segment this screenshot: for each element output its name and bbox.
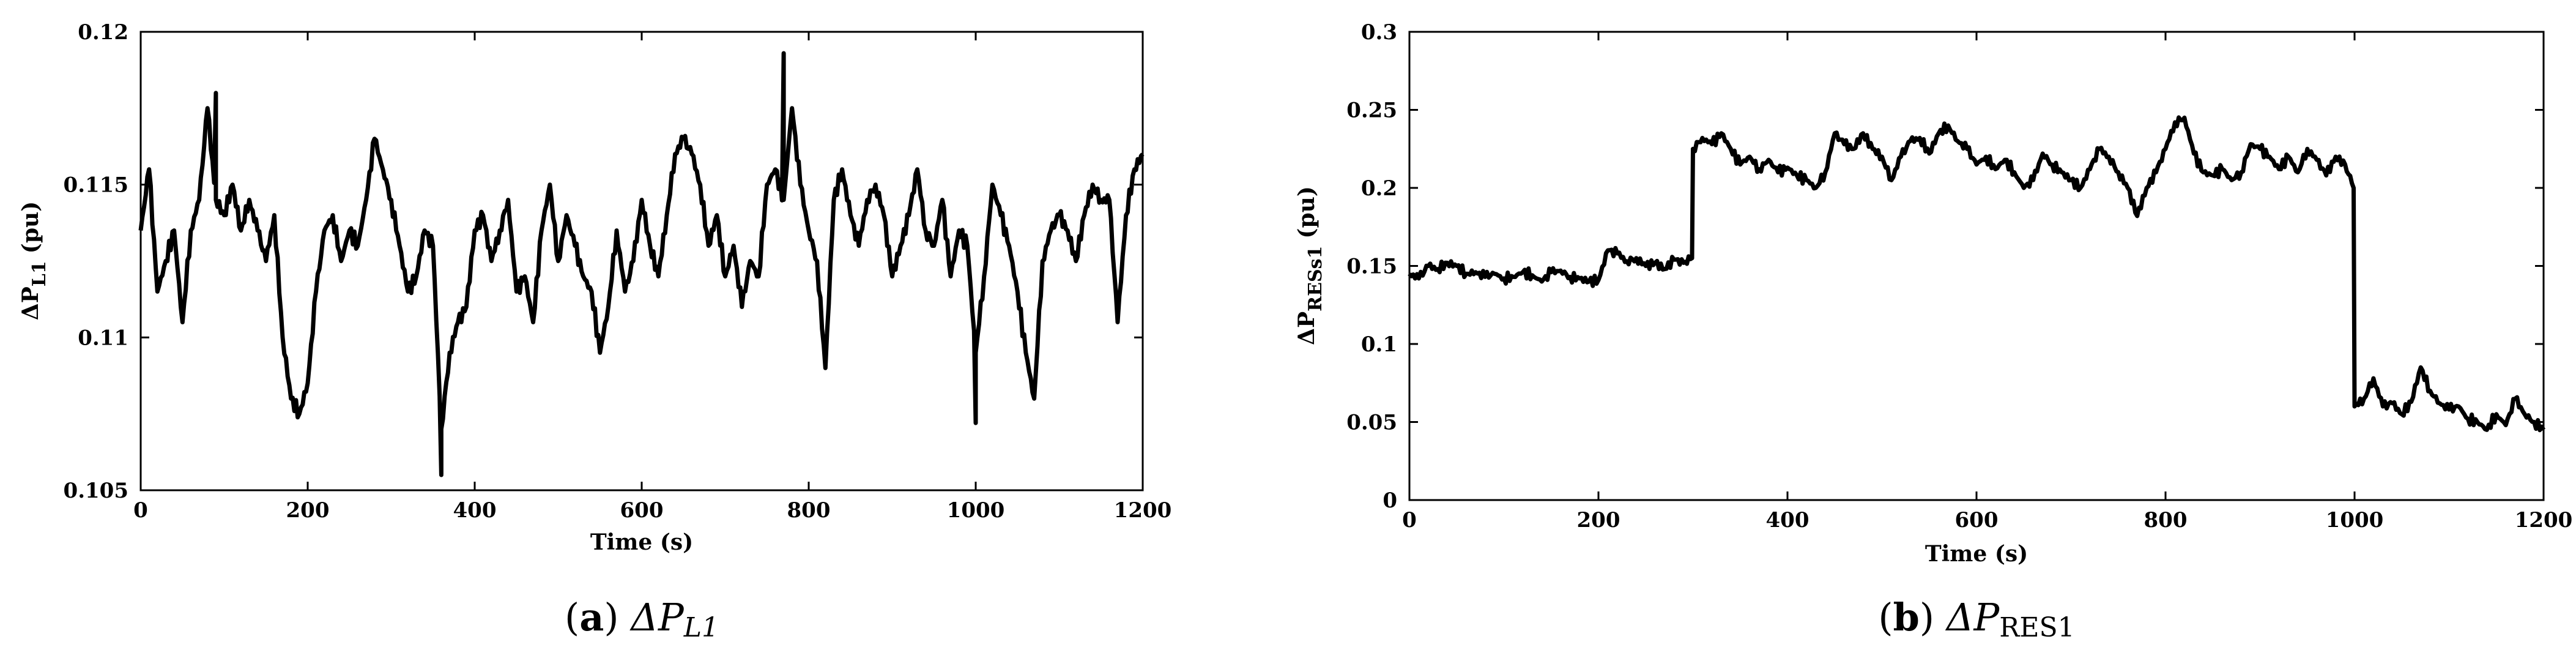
y-axis-label-b: ΔPRESs1(pu) bbox=[1294, 186, 1326, 345]
x-tick-label: 1200 bbox=[1114, 498, 1172, 523]
y-ticks-b: 0 0.05 0.1 0.15 0.2 0.25 0.3 bbox=[1346, 20, 2544, 513]
y-tick-label: 0.25 bbox=[1346, 99, 1397, 123]
x-axis-label-a: Time (s) bbox=[590, 529, 693, 555]
plot-frame-a bbox=[139, 31, 1144, 491]
y-tick-label: 0.105 bbox=[64, 479, 128, 503]
series-line-a bbox=[138, 51, 1145, 477]
x-tick-label: 0 bbox=[133, 498, 148, 523]
x-tick-label: 800 bbox=[787, 498, 831, 523]
y-tick-label: 0.11 bbox=[78, 326, 128, 350]
x-tick-label: 0 bbox=[1402, 508, 1417, 532]
chart-panel-a: 0 200 400 600 800 1000 1200 0.105 0.11 0.115 0.12… bbox=[18, 20, 1171, 555]
plot-frame-b bbox=[1408, 31, 2545, 501]
y-tick-label: 0.2 bbox=[1361, 176, 1397, 201]
x-tick-label: 200 bbox=[286, 498, 330, 523]
x-tick-label: 1200 bbox=[2515, 508, 2573, 532]
y-axis-label-a: ΔPL1(pu) bbox=[18, 201, 50, 320]
x-tick-label: 600 bbox=[1955, 508, 1999, 532]
y-tick-label: 0.15 bbox=[1346, 255, 1397, 279]
x-tick-label: 1000 bbox=[2326, 508, 2384, 532]
y-tick-label: 0.1 bbox=[1361, 332, 1397, 357]
x-tick-label: 600 bbox=[620, 498, 664, 523]
caption-a: (a) ΔPL1 bbox=[565, 595, 719, 643]
x-axis-label-b: Time (s) bbox=[1925, 541, 2028, 567]
x-ticks-b: 0 200 400 600 800 1000 1200 bbox=[1402, 32, 2572, 532]
x-tick-label: 800 bbox=[2144, 508, 2188, 532]
x-tick-label: 400 bbox=[1766, 508, 1810, 532]
y-tick-label: 0.12 bbox=[78, 20, 128, 45]
series-line-b bbox=[1408, 115, 2546, 433]
x-tick-label: 400 bbox=[453, 498, 497, 523]
y-tick-label: 0.05 bbox=[1346, 411, 1397, 435]
x-tick-label: 200 bbox=[1577, 508, 1620, 532]
x-ticks-a: 0 200 400 600 800 1000 1200 bbox=[133, 32, 1171, 523]
y-tick-label: 0.115 bbox=[64, 173, 128, 198]
x-tick-label: 1000 bbox=[947, 498, 1005, 523]
y-ticks-a: 0.105 0.11 0.115 0.12 bbox=[64, 20, 1143, 503]
chart-panel-b: 0 200 400 600 800 1000 1200 0 0.05 0.1 0.15 0.2 0.2… bbox=[1294, 20, 2572, 567]
y-tick-label: 0.3 bbox=[1361, 20, 1397, 45]
y-tick-label: 0 bbox=[1383, 488, 1397, 513]
caption-b: (b) ΔPRES1 bbox=[1878, 595, 2074, 643]
